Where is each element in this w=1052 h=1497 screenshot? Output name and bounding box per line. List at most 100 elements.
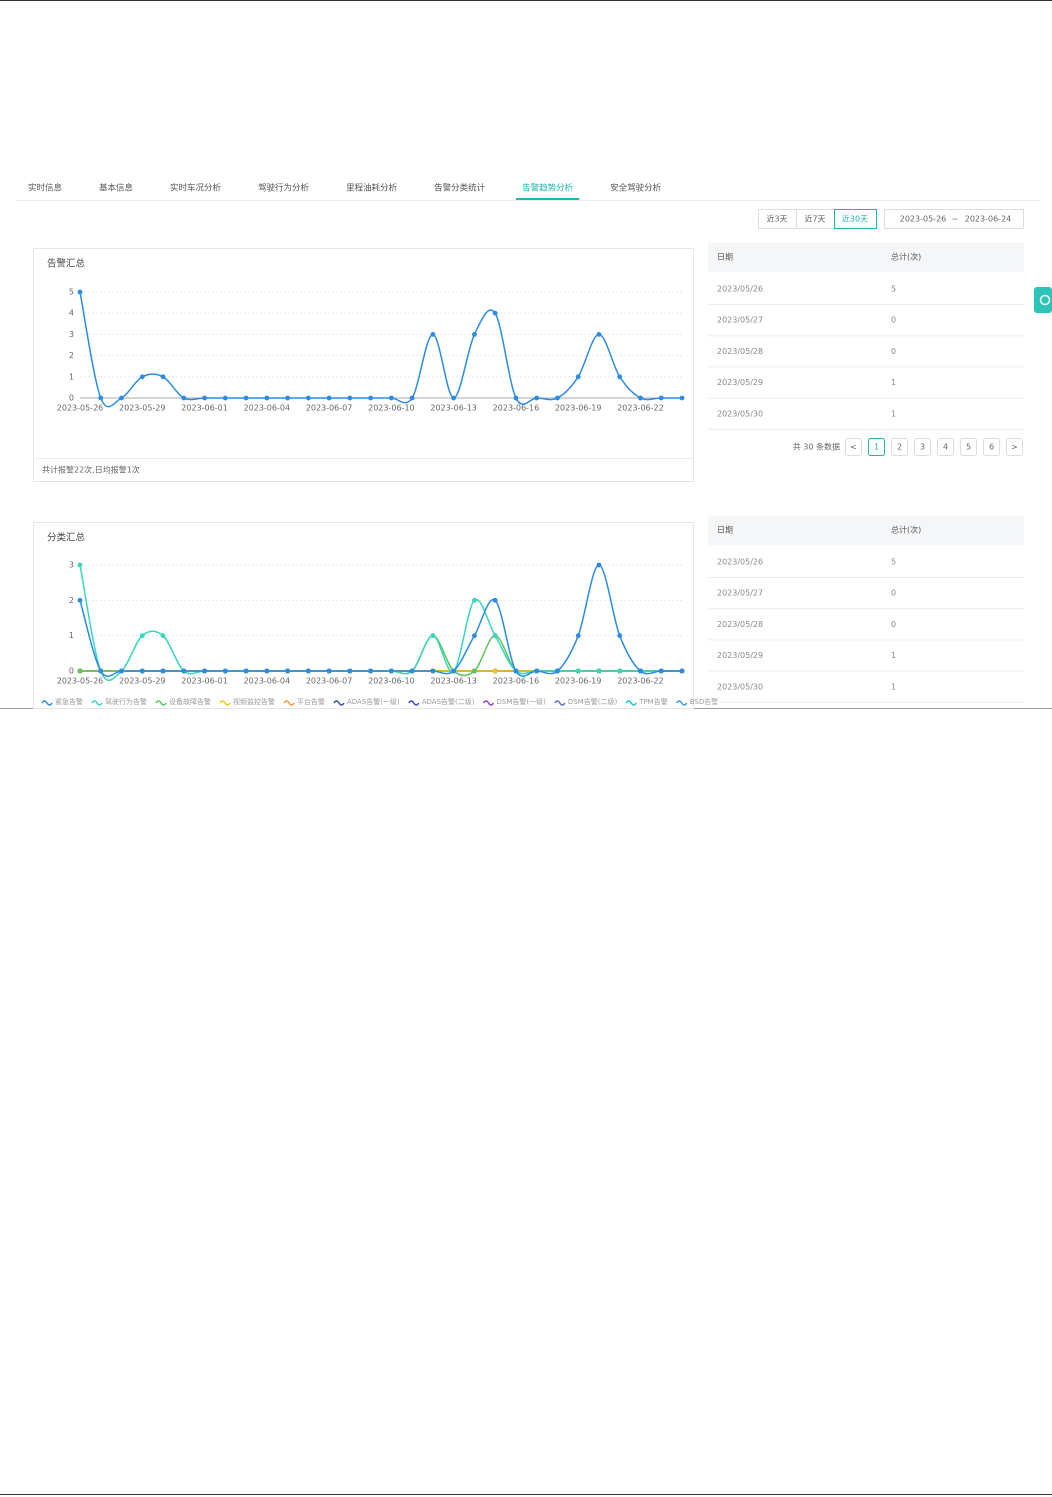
data-point bbox=[430, 633, 436, 639]
y-tick-label: 0 bbox=[69, 667, 74, 676]
page-button[interactable] bbox=[868, 438, 885, 456]
x-tick-label: 2023-05-29 bbox=[119, 677, 166, 686]
table-cell: 2023/05/27 bbox=[717, 589, 763, 598]
date-sep: ~ bbox=[952, 215, 959, 224]
y-tick-label: 0 bbox=[69, 394, 74, 403]
data-point bbox=[555, 395, 560, 401]
page-button[interactable] bbox=[1006, 438, 1023, 456]
page-label: 1 bbox=[874, 443, 879, 452]
tab[interactable]: 实时车况分析 bbox=[170, 183, 222, 194]
table-header bbox=[708, 243, 1024, 272]
date-picker[interactable] bbox=[884, 209, 1024, 229]
legend-icon bbox=[333, 700, 345, 706]
data-point bbox=[472, 332, 477, 337]
legend-label[interactable]: 平台告警 bbox=[297, 697, 325, 706]
data-point bbox=[492, 310, 498, 316]
data-point bbox=[617, 374, 623, 380]
legend-label[interactable]: 视频监控告警 bbox=[233, 697, 275, 706]
legend-label[interactable]: 设备故障告警 bbox=[169, 697, 211, 706]
table-cell: 2023/05/29 bbox=[717, 651, 763, 660]
x-tick-label: 2023-06-22 bbox=[617, 404, 664, 413]
data-point bbox=[472, 668, 477, 674]
legend-label[interactable]: 驾驶行为告警 bbox=[105, 697, 147, 706]
tab[interactable]: 告警趋势分析 bbox=[522, 183, 574, 194]
page-label: < bbox=[850, 443, 857, 452]
y-tick-label: 3 bbox=[69, 561, 74, 570]
data-point bbox=[472, 597, 477, 603]
data-point bbox=[160, 633, 166, 639]
data-point bbox=[285, 668, 290, 674]
page-button[interactable] bbox=[845, 438, 862, 456]
page-label: 4 bbox=[943, 443, 948, 452]
page-button[interactable] bbox=[891, 438, 908, 456]
legend-icon bbox=[482, 700, 495, 706]
data-point bbox=[305, 395, 311, 401]
date-start: 2023-05-26 bbox=[900, 215, 947, 224]
data-point bbox=[596, 562, 602, 568]
legend-label[interactable]: ADAS告警(二级) bbox=[422, 697, 475, 706]
legend-label[interactable]: DSM告警(二级) bbox=[568, 697, 618, 706]
data-point bbox=[243, 395, 249, 401]
settings-button[interactable] bbox=[1034, 287, 1052, 313]
data-point bbox=[638, 668, 643, 674]
data-point bbox=[98, 668, 104, 674]
legend-label[interactable]: DSM告警(一级) bbox=[497, 697, 547, 706]
legend-icon bbox=[41, 700, 53, 706]
data-point bbox=[139, 374, 145, 380]
series-line bbox=[79, 564, 682, 677]
legend-label[interactable]: 紧急告警 bbox=[55, 697, 83, 706]
data-point bbox=[77, 562, 83, 568]
data-point bbox=[658, 395, 664, 401]
legend-label[interactable]: ADAS告警(一级) bbox=[347, 697, 400, 706]
data-point bbox=[326, 668, 332, 674]
table-cell: 2023/05/28 bbox=[717, 347, 763, 356]
tab[interactable]: 安全驾驶分析 bbox=[610, 183, 662, 194]
tab[interactable]: 基本信息 bbox=[99, 183, 134, 194]
page-button[interactable] bbox=[914, 438, 931, 456]
legend-icon bbox=[625, 700, 637, 706]
column-header: 总计(次) bbox=[891, 252, 921, 262]
chart-title: 分类汇总 bbox=[47, 532, 86, 544]
page-button[interactable] bbox=[983, 438, 1000, 456]
column-header: 日期 bbox=[717, 253, 733, 262]
data-point bbox=[388, 395, 394, 401]
x-tick-label: 2023-06-22 bbox=[617, 677, 664, 686]
page-label: 3 bbox=[920, 443, 925, 452]
table-cell: 2023/05/29 bbox=[717, 378, 763, 387]
legend-icon bbox=[91, 700, 103, 706]
page-button[interactable] bbox=[937, 438, 954, 456]
table-cell: 5 bbox=[891, 285, 896, 294]
data-point bbox=[617, 633, 623, 639]
data-point bbox=[160, 668, 166, 674]
data-point bbox=[492, 668, 498, 674]
data-point bbox=[679, 395, 685, 401]
table-header bbox=[708, 516, 1024, 545]
data-point bbox=[119, 395, 124, 401]
range-button[interactable] bbox=[834, 209, 877, 229]
data-point bbox=[638, 395, 643, 401]
legend-icon bbox=[155, 700, 167, 706]
data-point bbox=[243, 668, 249, 674]
data-point bbox=[222, 668, 228, 674]
data-point bbox=[305, 668, 311, 674]
data-point bbox=[555, 668, 560, 674]
page-button[interactable] bbox=[960, 438, 977, 456]
data-point bbox=[451, 395, 457, 401]
tab[interactable]: 告警分类统计 bbox=[434, 183, 486, 194]
table-cell: 2023/05/26 bbox=[717, 558, 763, 567]
tab[interactable]: 里程油耗分析 bbox=[346, 183, 398, 194]
x-tick-label: 2023-05-26 bbox=[57, 404, 104, 413]
data-point bbox=[492, 597, 498, 603]
y-tick-label: 3 bbox=[69, 330, 74, 339]
x-tick-label: 2023-05-26 bbox=[57, 677, 104, 686]
data-point bbox=[596, 668, 602, 674]
data-point bbox=[264, 395, 270, 401]
page-label: 2 bbox=[897, 443, 902, 452]
tab[interactable]: 驾驶行为分析 bbox=[258, 183, 310, 194]
chart-footer: 共计报警22次,日均报警1次 bbox=[42, 465, 140, 475]
legend-label[interactable]: BSD告警 bbox=[690, 697, 719, 706]
range-label: 近7天 bbox=[804, 214, 825, 224]
legend-icon bbox=[676, 700, 688, 706]
legend-label[interactable]: TPM告警 bbox=[638, 697, 668, 706]
tab[interactable]: 实时信息 bbox=[28, 183, 63, 194]
